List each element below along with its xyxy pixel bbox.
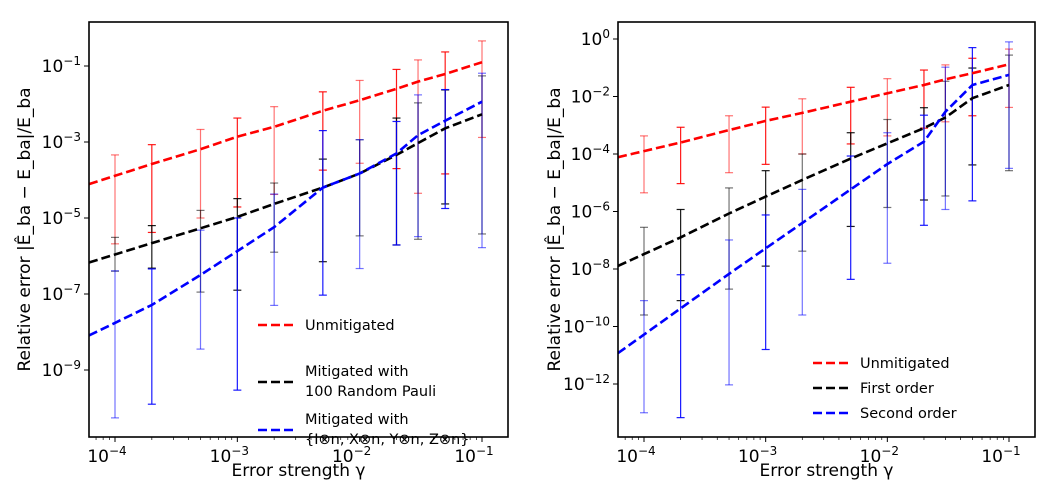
legend-label: Unmitigated	[860, 356, 950, 372]
x-tick-label: 10−2	[860, 444, 899, 467]
y-axis-label: Relative error |Ê_ba − E_ba|/E_ba	[13, 87, 35, 371]
legend: Unmitigated First order Second order	[813, 356, 957, 422]
y-tick-label: 10−10	[563, 315, 610, 338]
legend-label: Mitigated with	[305, 364, 409, 380]
y-axis-label: Relative error |Ê_ba − E_ba|/E_ba	[543, 87, 565, 371]
y-tick-label: 10−2	[571, 85, 610, 108]
legend-label: Second order	[860, 406, 957, 422]
legend-item: Unmitigated	[258, 318, 395, 334]
y-tick-label: 10−6	[571, 200, 610, 223]
series-line-2	[89, 100, 483, 337]
axes-frame	[617, 21, 1036, 438]
x-tick-label: 10−3	[738, 444, 777, 467]
y-tick-label: 10−1	[42, 54, 81, 77]
series-line-1	[89, 113, 483, 264]
legend-label: 100 Random Pauli	[305, 384, 436, 400]
plot-area	[618, 41, 1013, 419]
series-line-1	[618, 83, 1010, 268]
errorbars-2	[111, 72, 486, 419]
errorbars-0	[111, 40, 486, 245]
legend-label: Unmitigated	[305, 318, 395, 334]
y-tick-label: 10−3	[42, 130, 81, 153]
y-tick-label: 10−5	[42, 206, 81, 229]
right-panel: 10−4 10−3 10−2 10−1 100 10−2 10−4 10−6 10−8 10−10…	[543, 21, 1036, 481]
y-tick-label: 100	[581, 27, 610, 50]
legend-item: Mitigated with 100 Random Pauli	[258, 364, 436, 400]
left-panel: 10−4 10−3 10−2 10−1 10−1 10−3 10−5 10−7 10−9 Erro…	[13, 21, 509, 481]
x-tick-label: 10−1	[454, 444, 493, 467]
legend: Unmitigated Mitigated with 100 Random Paul…	[258, 318, 469, 448]
x-tick-label: 10−3	[210, 444, 249, 467]
axes-frame	[88, 21, 509, 438]
series-line-0	[618, 63, 1010, 159]
plot-area	[89, 40, 486, 419]
x-axis-label: Error strength γ	[760, 461, 894, 481]
legend-label: First order	[860, 381, 934, 397]
legend-label: Mitigated with	[305, 412, 409, 428]
legend-label: {I⊗n, X⊗n, Y⊗n, Z⊗n}	[305, 432, 469, 448]
series-line-0	[89, 60, 483, 186]
legend-item: Unmitigated	[813, 356, 950, 372]
y-tick-label: 10−4	[571, 142, 610, 165]
x-tick-label: 10−4	[616, 444, 655, 467]
legend-item: Mitigated with {I⊗n, X⊗n, Y⊗n, Z⊗n}	[258, 412, 469, 448]
x-tick-label: 10−4	[87, 444, 126, 467]
x-tick-label: 10−2	[332, 444, 371, 467]
y-tick-label: 10−12	[563, 372, 610, 395]
errorbars-1	[111, 75, 486, 293]
x-axis-label: Error strength γ	[232, 461, 366, 481]
y-tick-label: 10−7	[42, 282, 81, 305]
legend-item: First order	[813, 381, 934, 397]
errorbars-1	[640, 54, 1013, 316]
y-tick-label: 10−8	[571, 257, 610, 280]
x-tick-label: 10−1	[981, 444, 1020, 467]
y-tick-label: 10−9	[42, 358, 81, 381]
legend-item: Second order	[813, 406, 957, 422]
series-line-2	[618, 73, 1010, 355]
errorbars-0	[640, 48, 1013, 194]
